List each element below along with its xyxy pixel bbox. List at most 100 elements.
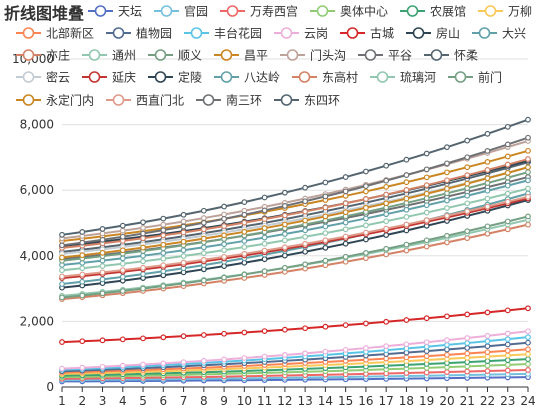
legend-item[interactable]: 大兴 (472, 27, 526, 41)
data-point[interactable] (444, 313, 450, 320)
data-point[interactable] (383, 177, 390, 184)
data-point[interactable] (241, 244, 248, 250)
data-point[interactable] (464, 180, 471, 187)
data-point[interactable] (484, 309, 491, 316)
data-point[interactable] (59, 339, 65, 345)
legend-item[interactable]: 丰台花园 (184, 26, 262, 41)
data-point[interactable] (363, 345, 369, 351)
data-point[interactable] (484, 130, 491, 137)
legend-item[interactable]: 云岗 (274, 27, 328, 41)
data-point[interactable] (180, 229, 187, 236)
data-point[interactable] (444, 239, 450, 246)
data-point[interactable] (525, 134, 531, 141)
data-point[interactable] (464, 344, 471, 351)
data-point[interactable] (444, 197, 450, 204)
series-东四环[interactable] (59, 116, 531, 238)
data-point[interactable] (504, 347, 511, 354)
data-point[interactable] (363, 249, 369, 256)
data-point[interactable] (79, 292, 86, 299)
data-point[interactable] (281, 237, 288, 244)
data-point[interactable] (160, 215, 167, 222)
data-point[interactable] (302, 208, 309, 215)
data-point[interactable] (261, 268, 268, 275)
data-point[interactable] (140, 285, 146, 292)
series-line[interactable] (61, 336, 529, 371)
data-point[interactable] (200, 256, 207, 263)
data-point[interactable] (221, 253, 227, 260)
data-point[interactable] (59, 294, 65, 301)
data-point[interactable] (119, 255, 126, 262)
legend-item[interactable]: 昌平 (214, 49, 268, 63)
data-point[interactable] (484, 223, 491, 230)
data-point[interactable] (140, 219, 146, 226)
legend-item[interactable]: 奥体中心 (310, 4, 388, 19)
series-line[interactable] (61, 195, 529, 278)
data-point[interactable] (200, 235, 207, 242)
legend-item[interactable]: 植物园 (106, 26, 172, 41)
series-line[interactable] (61, 368, 529, 380)
data-point[interactable] (464, 200, 471, 207)
data-point[interactable] (200, 277, 207, 284)
data-point[interactable] (525, 328, 531, 335)
data-point[interactable] (342, 219, 349, 226)
series-line[interactable] (61, 161, 529, 253)
data-point[interactable] (504, 361, 511, 368)
data-point[interactable] (383, 225, 390, 232)
data-point[interactable] (444, 144, 450, 151)
data-point[interactable] (261, 328, 268, 335)
legend-item[interactable]: 东四环 (274, 94, 340, 108)
series-line[interactable] (61, 171, 529, 262)
data-point[interactable] (200, 250, 207, 257)
data-point[interactable] (525, 361, 531, 367)
data-point[interactable] (484, 180, 491, 186)
data-point[interactable] (342, 188, 349, 195)
data-point[interactable] (484, 159, 491, 165)
data-point[interactable] (119, 260, 126, 267)
data-point[interactable] (504, 218, 511, 225)
data-point[interactable] (160, 250, 167, 256)
data-point[interactable] (221, 223, 227, 229)
data-point[interactable] (403, 187, 410, 193)
data-point[interactable] (261, 256, 268, 263)
data-point[interactable] (119, 267, 126, 274)
data-point[interactable] (221, 274, 227, 281)
series-line[interactable] (61, 158, 529, 249)
data-point[interactable] (363, 320, 369, 327)
data-point[interactable] (79, 271, 86, 278)
data-point[interactable] (342, 240, 349, 247)
data-point[interactable] (241, 228, 248, 235)
data-point[interactable] (484, 148, 491, 154)
data-point[interactable] (281, 212, 288, 219)
data-point[interactable] (525, 193, 531, 200)
data-point[interactable] (484, 368, 491, 374)
data-point[interactable] (119, 222, 126, 229)
data-point[interactable] (59, 242, 65, 249)
data-point[interactable] (504, 182, 511, 189)
data-point[interactable] (464, 311, 471, 318)
data-point[interactable] (241, 271, 248, 278)
data-point[interactable] (464, 350, 471, 357)
data-point[interactable] (241, 355, 248, 361)
data-point[interactable] (160, 360, 167, 367)
data-point[interactable] (363, 196, 369, 202)
series-八达岭[interactable] (59, 177, 531, 268)
data-point[interactable] (281, 252, 288, 259)
data-point[interactable] (140, 230, 146, 237)
data-point[interactable] (99, 269, 106, 276)
series-line[interactable] (61, 341, 529, 373)
data-point[interactable] (464, 340, 471, 346)
data-point[interactable] (342, 233, 349, 240)
data-point[interactable] (302, 240, 309, 247)
data-point[interactable] (241, 211, 248, 218)
data-point[interactable] (322, 323, 329, 330)
data-point[interactable] (403, 156, 410, 163)
data-point[interactable] (504, 153, 511, 160)
data-point[interactable] (302, 325, 309, 332)
data-point[interactable] (160, 232, 167, 239)
data-point[interactable] (59, 365, 65, 372)
data-point[interactable] (484, 187, 491, 194)
data-point[interactable] (261, 194, 268, 201)
data-point[interactable] (200, 207, 207, 214)
data-point[interactable] (241, 329, 248, 336)
data-point[interactable] (180, 211, 187, 218)
